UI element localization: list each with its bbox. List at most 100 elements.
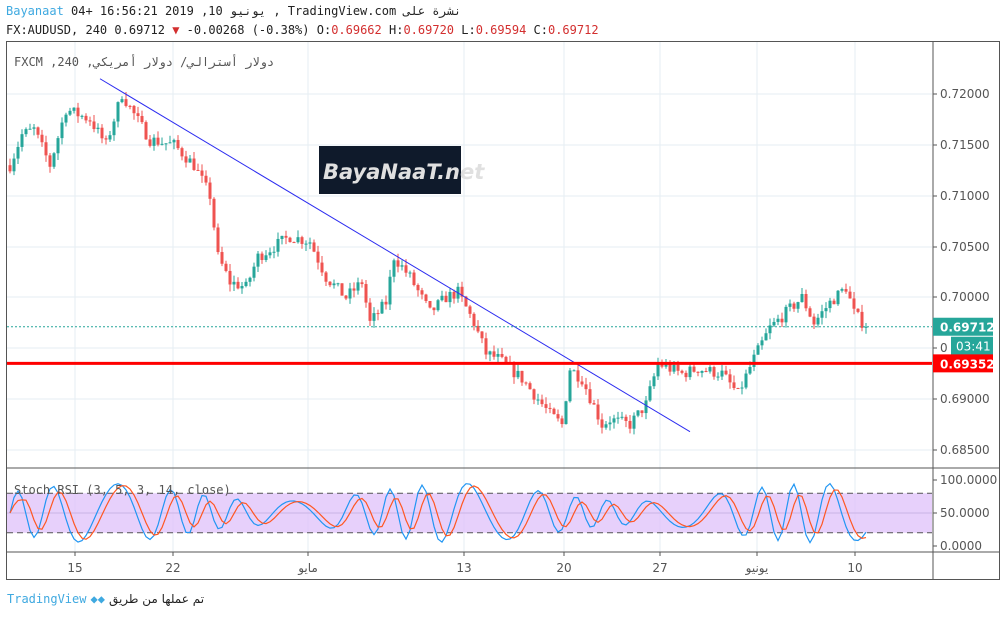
candle-body [352, 288, 356, 291]
rsi-tick-label: 50.0000 [940, 506, 990, 520]
candle-body [184, 156, 188, 163]
candle-body [536, 399, 540, 401]
candle-body [584, 384, 588, 390]
candle-body [16, 146, 20, 159]
candle-body [604, 424, 608, 428]
candle-body [468, 306, 472, 314]
candle-body [320, 262, 324, 273]
candle-body [704, 371, 708, 373]
candle-body [284, 235, 288, 238]
candle-body [640, 410, 644, 414]
time-tick-label: 13 [456, 561, 471, 575]
candle-body [332, 283, 336, 286]
candle-body [472, 313, 476, 326]
price-tick-label: 0.70500 [940, 240, 990, 254]
countdown-label: 03:41 [956, 340, 991, 354]
tradingview-brand[interactable]: TradingView [7, 592, 87, 606]
price-tick-label: 0.71500 [940, 138, 990, 152]
candle-body [832, 300, 836, 305]
candle-body [644, 400, 648, 414]
candle-body [652, 376, 656, 387]
candle-body [664, 364, 668, 367]
candle-body [140, 116, 144, 123]
candle-body [836, 290, 840, 305]
candle-body [324, 272, 328, 282]
time-tick-label: 15 [67, 561, 82, 575]
bayanaat-logo [319, 146, 461, 194]
chart-legend: FXCM ,240 ,دولار أسترالي/ دولار أمريكي [14, 54, 274, 70]
rsi-title: Stoch RSI (3, 5, 3, 14, close) [14, 483, 231, 497]
candle-body [596, 404, 600, 420]
countdown-badge [951, 336, 993, 355]
candle-body [292, 242, 296, 244]
candle-body [736, 388, 740, 390]
candle-body [784, 306, 788, 323]
candle-body [168, 142, 172, 144]
candle-body [496, 354, 500, 357]
candle-body [552, 408, 556, 415]
candle-body [520, 370, 524, 383]
candle-body [288, 237, 292, 243]
candle-body [176, 139, 180, 149]
level-badge [933, 354, 993, 373]
candle-body [188, 158, 192, 163]
candle-body [192, 158, 196, 170]
candle-body [592, 403, 596, 405]
candle-body [104, 138, 108, 140]
candle-body [116, 102, 120, 122]
candle-body [96, 127, 100, 130]
publish-info: Bayanaat 04+ 16:56:21 2019 ,10 يونيو , T… [6, 4, 461, 18]
candle-body [572, 370, 576, 372]
candle-body [732, 382, 736, 389]
candle-body [56, 138, 60, 154]
rsi-d-line [9, 485, 867, 540]
candle-body [844, 289, 848, 292]
candle-body [236, 281, 240, 289]
candle-body [232, 281, 236, 285]
candle-body [400, 265, 404, 267]
candle-body [828, 300, 832, 309]
candle-body [392, 260, 396, 277]
candle-body [396, 260, 400, 267]
current-price-badge [933, 317, 993, 336]
candle-body [772, 321, 776, 326]
last-price: 0.69712 [114, 23, 165, 37]
chart-frame[interactable] [6, 41, 1000, 580]
candle-body [148, 139, 152, 146]
candle-body [128, 105, 132, 107]
price-tick-label: 0.69000 [940, 392, 990, 406]
candle-body [268, 252, 272, 256]
candle-body [812, 316, 816, 325]
candle-body [100, 127, 104, 139]
candle-body [824, 308, 828, 312]
candle-body [788, 303, 792, 307]
candle-body [216, 227, 220, 253]
candle-body [540, 399, 544, 405]
candle-body [476, 325, 480, 332]
candle-body [328, 281, 332, 286]
candle-body [212, 198, 216, 228]
candle-body [720, 370, 724, 377]
candle-body [608, 422, 612, 425]
candle-body [616, 417, 620, 419]
candle-body [856, 308, 860, 312]
candle-body [344, 295, 348, 299]
candle-body [52, 153, 56, 167]
candle-body [72, 107, 76, 111]
candle-body [208, 182, 212, 199]
price-tick-label: 0 [940, 341, 948, 355]
published-on: , TradingView.com نشرة على [273, 4, 462, 18]
candle-body [172, 139, 176, 143]
candle-body [760, 340, 764, 346]
candle-body [752, 354, 756, 367]
timestamp: 04+ 16:56:21 2019 ,10 يونيو [71, 4, 267, 18]
candle-body [656, 363, 660, 377]
candle-body [808, 308, 812, 317]
candle-body [796, 302, 800, 309]
candle-body [256, 253, 260, 267]
candle-body [492, 351, 496, 357]
candle-body [464, 296, 468, 307]
candle-body [444, 295, 448, 303]
candle-body [660, 363, 664, 367]
